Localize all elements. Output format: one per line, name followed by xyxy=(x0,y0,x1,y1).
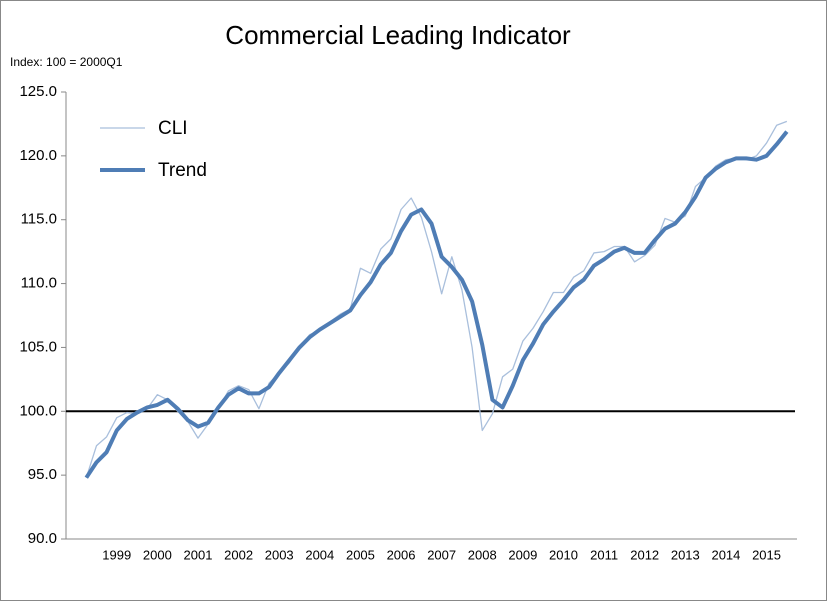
x-tick-label: 2012 xyxy=(630,547,659,562)
y-tick-label: 125.0 xyxy=(19,83,57,100)
y-tick-label: 90.0 xyxy=(28,530,57,547)
chart-title: Commercial Leading Indicator xyxy=(225,20,571,50)
y-tick-label: 100.0 xyxy=(19,402,57,419)
x-tick-label: 2002 xyxy=(224,547,253,562)
x-tick-label: 1999 xyxy=(102,547,131,562)
x-tick-label: 2010 xyxy=(549,547,578,562)
y-tick-label: 105.0 xyxy=(19,338,57,355)
y-tick-label: 115.0 xyxy=(21,211,57,228)
x-tick-label: 2000 xyxy=(143,547,172,562)
x-tick-label: 2009 xyxy=(508,547,537,562)
series-line xyxy=(85,120,788,478)
x-tick-label: 2013 xyxy=(671,547,700,562)
legend-label: Trend xyxy=(158,160,207,181)
x-tick-label: 2001 xyxy=(184,547,213,562)
x-tick-label: 2015 xyxy=(752,547,781,562)
legend-label: CLI xyxy=(158,118,188,139)
y-tick-label: 95.0 xyxy=(28,466,57,483)
series-line xyxy=(84,130,789,479)
y-tick-label: 120.0 xyxy=(19,147,57,164)
x-tick-label: 2008 xyxy=(468,547,497,562)
x-tick-label: 2014 xyxy=(711,547,740,562)
x-tick-label: 2004 xyxy=(305,547,334,562)
x-tick-label: 2006 xyxy=(387,547,416,562)
x-tick-label: 2003 xyxy=(265,547,294,562)
y-tick-label: 110.0 xyxy=(21,275,57,292)
x-tick-label: 2005 xyxy=(346,547,375,562)
y-axis-label: Index: 100 = 2000Q1 xyxy=(10,55,123,69)
x-tick-label: 2007 xyxy=(427,547,456,562)
x-tick-label: 2011 xyxy=(590,547,618,562)
